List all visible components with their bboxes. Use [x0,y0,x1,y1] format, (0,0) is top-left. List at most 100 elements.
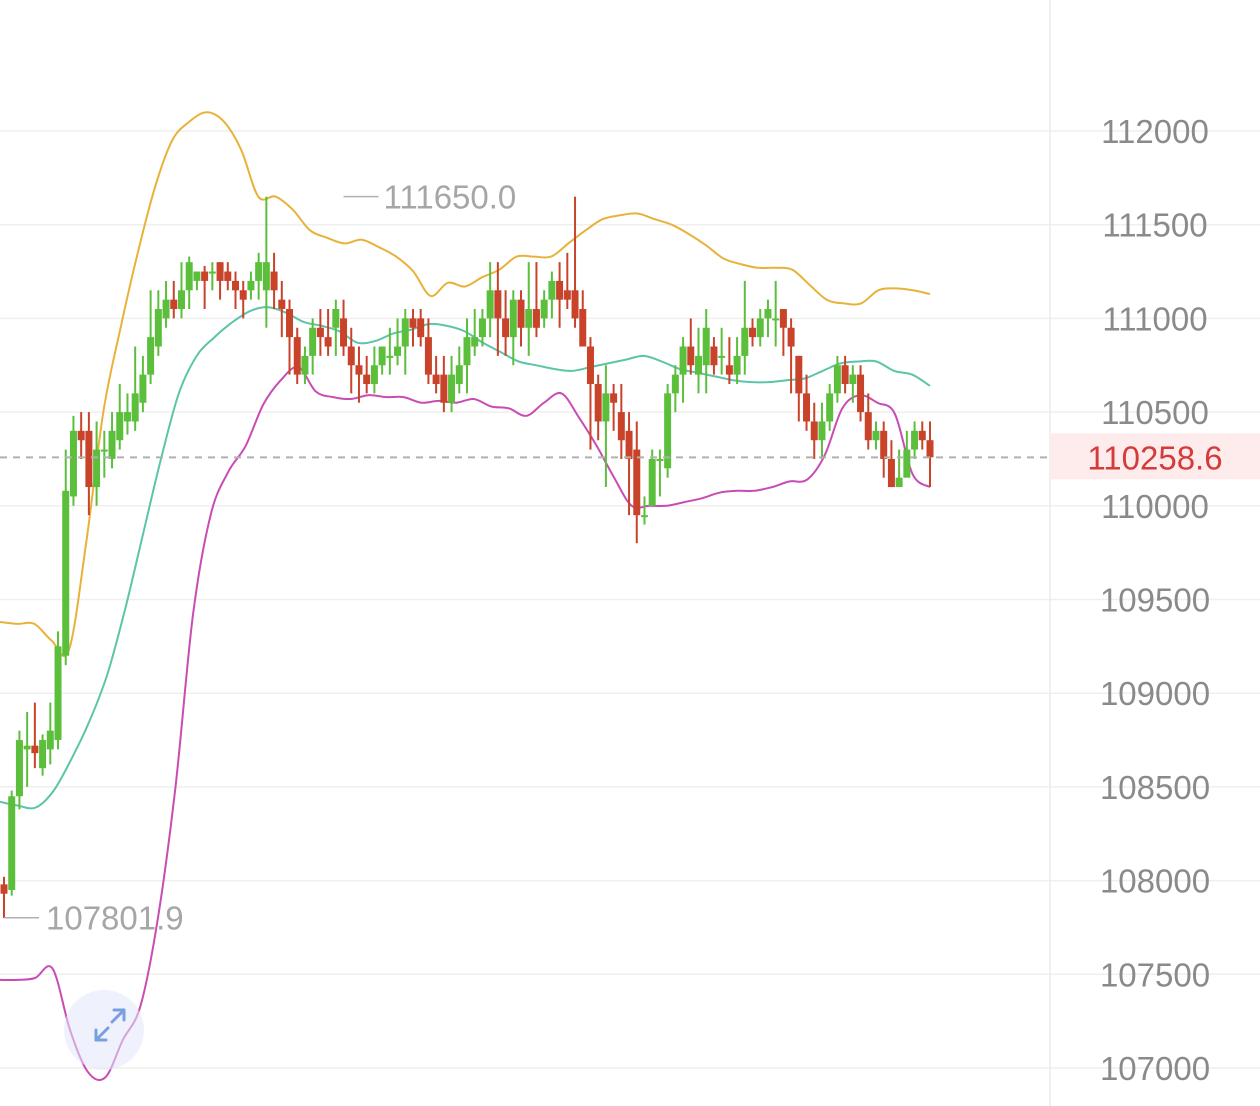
candle-body [764,309,772,319]
candle-body [170,299,178,310]
candle-body [494,290,502,319]
candle-body [100,449,108,452]
candle-body [471,337,479,347]
candle-body [679,346,687,375]
candle-body [880,430,888,459]
candle-body [216,262,224,281]
candle-body [201,271,209,281]
candle-body [640,515,648,518]
candle-body [378,346,386,366]
y-tick-label: 111000 [1102,300,1207,337]
candle-body [702,327,710,366]
expand-button[interactable] [64,990,144,1070]
candle-body [741,327,749,356]
candle-body [903,449,911,478]
candle-body [517,299,525,328]
candle-body [363,374,371,384]
candle-body [309,327,317,356]
candle-body [355,365,363,375]
candle-body [85,430,93,488]
candle-body [424,337,432,375]
candle-body [270,271,278,291]
candle-body [0,884,8,894]
candle-body [247,280,255,291]
last-price-marker: 110258.6 [0,433,1260,480]
candle-body [116,412,124,441]
candle-body [864,412,872,441]
upper-band-line [0,111,931,658]
candle-body [695,355,702,375]
candle-body [718,355,726,358]
candle-body [455,365,463,384]
candle-body [208,271,216,274]
y-tick-label: 108000 [1100,863,1210,900]
candle-body [386,355,394,358]
y-tick-label: 112000 [1101,113,1209,150]
candle-body [818,421,826,441]
candle-body [826,393,834,422]
candle-body [301,355,309,375]
candle-body [316,327,324,338]
candle-body [440,374,448,403]
candle-body [417,318,425,338]
candle-body [617,412,625,441]
candle-body [370,365,378,384]
candle-body [749,327,757,338]
candle-body [123,412,131,422]
candle-body [540,299,548,319]
candle-body [795,355,803,394]
candle-body [278,299,286,310]
candle-body [340,318,348,347]
candle-body [918,430,926,441]
candle-body [872,430,880,441]
candle-body [23,745,31,750]
candle-body [432,374,440,384]
candle-body [849,374,857,384]
candle-body [39,740,47,769]
candle-body [548,280,556,300]
candle-body [625,430,633,459]
candle-body [787,327,795,347]
candle-body [841,365,849,384]
candle-body [525,309,533,328]
candle-body [262,262,270,291]
y-tick-label: 109500 [1100,582,1210,619]
candle-body [586,346,594,384]
candle-body [895,477,903,488]
candle-body [185,262,193,291]
y-axis: 112000 111500 111000 110500 110000 109500 1090… [1100,113,1210,1087]
last-price-tag [1050,433,1260,480]
candle-body [93,449,101,488]
candle-body [77,430,85,441]
candle-body [62,490,70,656]
y-tick-label: 107500 [1100,956,1210,993]
candle-body [131,393,139,422]
y-tick-label: 110000 [1101,488,1209,525]
candle-body [502,318,510,338]
candle-body [671,374,679,394]
candle-body [733,355,741,375]
candle-body [147,337,155,375]
y-tick-label: 108500 [1100,769,1210,806]
candle-body [394,346,402,356]
candle-body [162,299,170,319]
candle-body [602,393,610,422]
candle-body [255,262,263,281]
candle-body [239,290,247,300]
candle-body [46,730,54,750]
y-tick-label: 109000 [1100,675,1210,712]
high-low-markers: 111650.0 107801.9 [4,179,516,937]
candle-body [509,299,517,338]
candle-body [810,421,818,441]
candle-body [8,796,16,890]
expand-arrows-icon [94,1008,126,1042]
candles [0,196,934,919]
candle-body [108,430,116,459]
high-marker-label: 111650.0 [384,179,517,216]
candle-body [911,430,919,450]
middle-band-line [0,306,931,810]
candle-body [69,430,77,497]
candle-body [648,458,656,506]
